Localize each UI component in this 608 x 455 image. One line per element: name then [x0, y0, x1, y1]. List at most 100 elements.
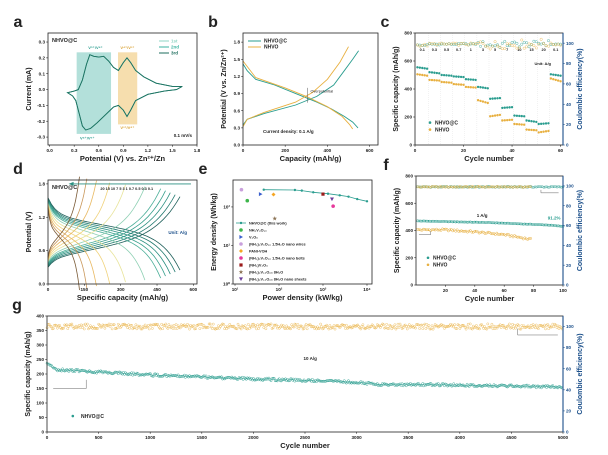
- capacity-point-nhvo: [418, 73, 422, 76]
- ce-point: [215, 327, 218, 330]
- capacity-point: [419, 383, 423, 387]
- ce-point: [457, 185, 460, 189]
- capacity-point: [451, 220, 455, 224]
- capacity-point: [477, 231, 481, 235]
- capacity-point: [424, 228, 428, 232]
- ce-point: [518, 327, 522, 331]
- ce-point-nhvoc: [532, 39, 536, 43]
- ce-point: [81, 323, 85, 327]
- ce-point-nhvoc: [522, 40, 526, 44]
- ce-point: [296, 323, 300, 326]
- rate-label: 0.3: [432, 48, 437, 52]
- redox-label: V⁴⁺/V³⁺: [120, 45, 134, 50]
- ce-point: [130, 324, 134, 327]
- capacity-point-nhvoc: [435, 71, 439, 75]
- y-tick-label: -0.3: [37, 135, 45, 140]
- capacity-point: [467, 229, 471, 233]
- ce-point: [441, 185, 444, 189]
- capacity-point: [501, 221, 505, 225]
- capacity-point: [454, 220, 458, 224]
- ce-point: [501, 323, 505, 327]
- capacity-point: [441, 219, 444, 223]
- legend-label: PANI-VOH: [249, 250, 268, 254]
- ce-point: [86, 322, 89, 326]
- capacity-point-nhvo: [462, 83, 465, 87]
- ce-point: [475, 324, 478, 327]
- ce-point: [444, 185, 447, 188]
- y2-axis-label: Coulombic efficiency(%): [577, 190, 584, 271]
- x-tick-label: 100: [559, 288, 567, 293]
- ce-point: [178, 326, 182, 330]
- ce-point: [432, 185, 435, 188]
- ce-point-nhvo: [549, 41, 553, 45]
- capacity-point: [152, 374, 155, 378]
- capacity-point-nhvoc: [442, 73, 446, 77]
- capacity-point-nhvoc: [455, 75, 458, 78]
- capacity-point: [496, 233, 500, 236]
- capacity-point-nhvoc: [433, 71, 436, 74]
- rate-label: 3: [482, 48, 484, 52]
- y2-axis-label: Coulombic efficiency(%): [577, 48, 584, 129]
- ce-point: [507, 185, 510, 189]
- capacity-point: [483, 221, 487, 225]
- capacity-point-nhvo: [428, 78, 431, 82]
- capacity-point-nhvo: [537, 131, 540, 134]
- capacity-point-nhvo: [459, 83, 463, 86]
- capacity-point: [548, 223, 552, 227]
- ragone-point: [331, 204, 335, 208]
- capacity-point: [442, 220, 446, 223]
- ce-point-nhvoc: [454, 43, 458, 47]
- unit-label: Unit: A/g: [534, 61, 551, 66]
- ce-point: [433, 185, 437, 188]
- charge-curve-15: [47, 178, 88, 259]
- capacity-point: [420, 219, 424, 223]
- ce-point: [82, 327, 86, 331]
- capacity-point: [509, 383, 512, 387]
- legend-label: NHVO@C: [264, 39, 287, 45]
- capacity-point: [494, 221, 497, 225]
- ce-point: [454, 327, 458, 330]
- ce-point: [539, 324, 542, 327]
- ce-point: [139, 327, 143, 331]
- capacity-point-nhvo: [469, 86, 473, 89]
- ce-point: [482, 185, 485, 189]
- capacity-point: [148, 372, 152, 375]
- ce-point: [418, 327, 421, 330]
- y-tick-label: 0.3: [39, 40, 46, 45]
- capacity-point-nhvoc: [469, 78, 473, 81]
- capacity-point-nhvoc: [464, 78, 468, 81]
- capacity-point: [524, 222, 528, 226]
- current-label: 10 A/g: [303, 356, 317, 361]
- capacity-point: [466, 220, 469, 224]
- capacity-point: [505, 221, 509, 225]
- capacity-point-nhvoc: [518, 114, 521, 118]
- capacity-point-nhvo: [484, 101, 487, 104]
- ce-point: [366, 324, 370, 328]
- capacity-point: [541, 223, 544, 227]
- capacity-point-nhvo: [455, 83, 458, 86]
- capacity-point-nhvoc: [416, 66, 419, 69]
- capacity-point: [529, 222, 533, 226]
- x-axis-label: Cycle number: [280, 441, 330, 450]
- x-tick-label: 40: [509, 148, 515, 153]
- ce-point: [174, 323, 178, 326]
- capacity-point-nhvo: [539, 130, 543, 134]
- ce-point: [49, 325, 53, 328]
- capacity-point: [448, 228, 452, 232]
- capacity-point: [439, 220, 443, 223]
- capacity-point: [539, 223, 543, 227]
- capacity-point: [439, 228, 443, 232]
- capacity-point: [473, 220, 477, 224]
- ce-point: [61, 326, 64, 330]
- capacity-point: [527, 222, 531, 226]
- ce-point: [463, 185, 466, 188]
- ce-point: [103, 326, 107, 330]
- panel-label: a: [14, 14, 23, 31]
- ce-point: [490, 322, 494, 326]
- capacity-point: [457, 220, 460, 224]
- capacity-point-nhvo: [479, 99, 482, 103]
- ce-point: [297, 327, 301, 330]
- ce-point: [133, 326, 137, 330]
- x-tick-label: 400: [324, 148, 332, 153]
